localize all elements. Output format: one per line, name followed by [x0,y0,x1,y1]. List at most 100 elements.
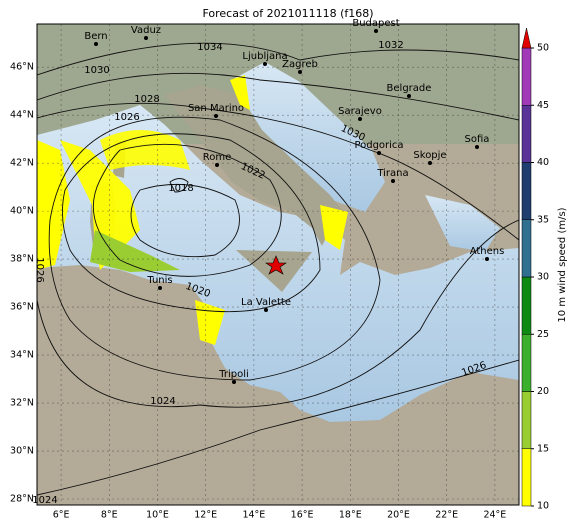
colorbar-segment [521,276,532,335]
wind-area [100,130,190,170]
city-dot [264,308,268,312]
city-label: Budapest [352,18,399,29]
city-label: Zagreb [282,59,318,70]
city-label: Vaduz [131,25,161,36]
colorbar-tick-label: 25 [537,329,549,340]
isobar-label: 1024 [150,396,175,407]
lat-tick-label: 34°N [10,350,34,361]
colorbar-segment [521,47,532,106]
city-label: Sarajevo [338,106,382,117]
lon-tick-label: 14°E [242,510,265,521]
city-label: Belgrade [387,83,432,94]
city-dot [428,161,432,165]
city-dot [485,257,489,261]
colorbar-tick-label: 45 [537,100,549,111]
colorbar-tick-label: 10 [537,501,549,512]
colorbar-tick-label: 15 [537,443,549,454]
colorbar-label: 10 m wind speed (m/s) [557,207,568,322]
city-label: Podgorica [354,140,403,151]
isobar [61,133,321,313]
lon-tick-label: 12°E [194,510,217,521]
title: Forecast of 2021011118 (f168) [202,7,373,20]
lon-tick-label: 18°E [339,510,362,521]
lat-tick-label: 42°N [10,158,34,169]
city-dot [232,380,236,384]
colorbar-tick-label: 30 [537,272,549,283]
city-dot [158,286,162,290]
isobar-label: 1026 [114,112,139,123]
isobar-label: 1024 [32,495,57,506]
isobar [37,42,519,76]
city-label: Tirana [376,168,408,179]
city-label: Bern [84,31,107,42]
lon-tick-label: 10°E [146,510,169,521]
lon-tick-label: 6°E [53,510,70,521]
colorbar-segment [521,448,532,507]
city-label: Ljubljana [242,51,287,62]
isobar [169,178,189,193]
wind-area [230,75,250,110]
graticule [37,24,519,505]
lon-tick-label: 24°E [483,510,506,521]
wind-area [320,205,348,250]
lat-tick-label: 38°N [10,254,34,265]
city-label: Tripoli [218,369,249,380]
event-star [265,255,287,275]
city-label: Athens [470,246,505,257]
city-dot [358,117,362,121]
isobar [37,72,519,121]
lat-tick-label: 32°N [10,398,34,409]
lat-tick-label: 46°N [10,62,34,73]
isobars [37,42,519,496]
city-dot [214,114,218,118]
lat-tick-label: 28°N [10,494,34,505]
lat-tick-label: 30°N [10,446,34,457]
isobar [48,116,381,381]
city-label: San Marino [188,103,244,114]
city-label: La Valette [241,297,291,308]
lat-tick-label: 36°N [10,302,34,313]
isobar-label: 1026 [34,257,45,282]
city-label: Skopje [413,150,446,161]
city-dot [94,42,98,46]
adriatic [235,62,385,212]
city-dot [377,151,381,155]
lat-tick-label: 44°N [10,110,34,121]
colorbar-segment [521,219,532,278]
city-dot [215,163,219,167]
colorbar-tick-label: 35 [537,214,549,225]
isobar-label: 1034 [197,42,222,53]
colorbar-tick-label: 50 [537,43,549,54]
map-frame [36,23,520,506]
lon-tick-label: 20°E [387,510,410,521]
colorbar: 10 15 20 25 30 35 40 45 50 10 m wind speed (m/s) [521,27,568,512]
isobar-label: 1028 [134,94,159,105]
colorbar-segment [521,162,532,220]
lon-tick-label: 16°E [291,510,314,521]
isobar [37,359,519,496]
colorbar-segment [521,391,532,449]
isobar [130,183,240,258]
aegean [425,195,500,252]
italy [165,85,345,246]
colorbar-extend [521,27,532,49]
colorbar-tick-label: 20 [537,386,549,397]
lat-tick-label: 40°N [10,206,34,217]
isobar-label: 1032 [378,40,403,51]
colorbar-segment [521,105,532,163]
city-dot [374,29,378,33]
lon-tick-label: 22°E [435,510,458,521]
city-dot [144,36,148,40]
isobar-label: 1018 [168,183,193,194]
city-label: Rome [203,152,232,163]
city-dot [407,94,411,98]
city-dot [391,179,395,183]
city-label: Sofia [465,134,490,145]
labels: 6°E 8°E 10°E 12°E 14°E 16°E 18°E 20°E 22°E 24°E 28… [10,18,506,521]
lon-tick-label: 8°E [101,510,118,521]
city-dot [263,62,267,66]
city-dot [298,70,302,74]
isobar [37,102,519,241]
